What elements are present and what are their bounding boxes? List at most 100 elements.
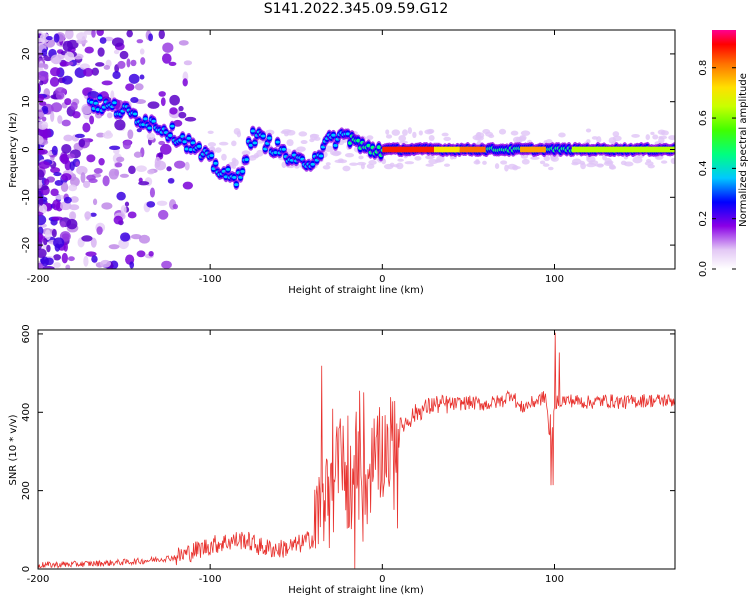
spectrogram-noise-blob (65, 264, 71, 269)
spectrogram-faint-blob (510, 130, 519, 136)
spectrogram-noise-blob (136, 250, 146, 258)
spectrogram-noise-blob (70, 196, 79, 203)
spectrogram-noise-blob (138, 234, 150, 244)
spectrogram-faint-blob (215, 147, 222, 153)
spectrogram-noise-blob (40, 256, 50, 267)
spectrogram-noise-blob (38, 94, 45, 103)
snr-series-line (38, 332, 675, 569)
spectrogram-faint-blob (402, 129, 408, 136)
spectrogram-noise-blob (88, 178, 98, 184)
spectrogram-noise-blob (112, 71, 121, 80)
spectrogram-faint-blob (253, 153, 259, 159)
spectrogram-faint-blob (585, 128, 592, 133)
spectrogram-faint-blob (586, 139, 591, 144)
spectrogram-band-inner (151, 119, 156, 123)
spectrogram-noise-blob (39, 197, 44, 206)
spectrogram-noise-blob (108, 244, 120, 250)
spectrogram-band-inner (190, 141, 196, 145)
spectrogram-noise-blob (50, 67, 61, 77)
spectrogram-faint-blob (443, 136, 452, 142)
spectrogram-faint-blob (313, 136, 321, 141)
colorbar-tick-label: 0.8 (698, 60, 709, 76)
spectrogram-faint-blob (494, 163, 500, 170)
spectrogram-noise-blob (84, 211, 92, 220)
spectrogram-faint-blob (286, 139, 294, 147)
spectrogram-noise-blob (63, 242, 68, 252)
spectrogram-band-inner (168, 134, 173, 137)
colorbar-tick-label: 0.0 (698, 261, 709, 277)
spectrogram-noise-blob (80, 172, 86, 183)
spectrogram-core-segment (459, 146, 486, 153)
spectrogram-x-tick-label: -100 (199, 274, 222, 285)
spectrogram-faint-blob (218, 141, 229, 146)
spectrogram-noise-blob (38, 211, 44, 216)
spectrogram-faint-blob (548, 166, 554, 171)
spectrogram-noise-blob (174, 160, 186, 169)
spectrogram-noise-blob (96, 30, 104, 37)
spectrogram-x-tick-label: 100 (545, 274, 564, 285)
spectrogram-noise-blob (54, 194, 66, 200)
figure-title: S141.2022.345.09.59.G12 (263, 1, 449, 17)
spectrogram-noise-blob (69, 161, 75, 171)
spectrogram-noise-blob (38, 214, 47, 226)
spectrogram-faint-blob (236, 130, 242, 138)
spectrogram-noise-blob (117, 60, 126, 69)
spectrogram-noise-blob (38, 148, 48, 155)
spectrogram-noise-blob (39, 80, 44, 86)
spectrogram-noise-blob (98, 158, 105, 166)
spectrogram-noise-blob (169, 94, 180, 106)
colorbar-tick-label: 0.2 (698, 211, 709, 227)
spectrogram-noise-blob (90, 212, 97, 217)
spectrogram-noise-blob (38, 120, 49, 130)
spectrogram-faint-blob (645, 134, 651, 141)
spectrogram-y-tick-label: 0 (21, 146, 32, 152)
spectrogram-noise-blob (120, 232, 131, 242)
spectrogram-faint-blob (298, 131, 308, 137)
spectrogram-noise-blob (130, 97, 139, 104)
spectrogram-noise-blob (160, 97, 166, 107)
spectrogram-faint-blob (395, 162, 404, 170)
spectrogram-noise-blob (96, 132, 106, 138)
spectrogram-band-inner (260, 134, 266, 138)
spectrogram-noise-blob (134, 83, 144, 91)
spectrogram-faint-blob (241, 150, 251, 156)
spectrogram-faint-blob (207, 130, 214, 134)
spectrogram-band-inner (225, 167, 231, 171)
spectrogram-noise-blob (64, 51, 75, 62)
spectrogram-faint-blob (356, 161, 367, 166)
spectrogram-core-segment (571, 146, 675, 153)
spectrogram-x-tick-label: -200 (27, 274, 50, 285)
spectrogram-noise-blob (43, 178, 50, 186)
spectrogram-noise-blob (61, 75, 73, 85)
spectrogram-noise-blob (53, 262, 61, 268)
spectrogram-noise-blob (69, 204, 80, 211)
spectrogram-noise-blob (97, 47, 105, 57)
spectrogram-noise-blob (81, 235, 93, 242)
spectrogram-band-inner (170, 124, 175, 128)
spectrogram-noise-blob (42, 127, 48, 139)
spectrogram-faint-blob (358, 155, 364, 160)
spectrogram-y-tick-label: 10 (21, 95, 32, 108)
spectrogram-band-inner (209, 154, 214, 157)
spectrogram-noise-blob (120, 204, 127, 215)
spectrogram-noise-blob (140, 57, 146, 65)
spectrogram-faint-blob (507, 163, 517, 170)
spectrogram-noise-blob (55, 91, 65, 100)
spectrogram-noise-blob (183, 60, 193, 66)
spectrogram-band-inner (196, 144, 202, 148)
spectrogram-noise-blob (38, 169, 45, 181)
colorbar-ticks: 0.0 0.2 0.4 0.6 0.8 (698, 60, 736, 277)
spectrogram-noise-blob (92, 198, 98, 206)
spectrogram-noise-blob (106, 112, 113, 119)
spectrogram-core-segment (382, 146, 434, 153)
spectrogram-band-inner (366, 143, 371, 148)
spectrogram-noise-blob (148, 250, 154, 257)
spectrogram-noise-blob (111, 37, 124, 47)
spectrogram-noise-blob (64, 98, 72, 106)
spectrogram-faint-blob (428, 135, 435, 142)
spectrogram-faint-blob (612, 131, 620, 137)
spectrogram-faint-blob (391, 129, 400, 136)
spectrogram-noise-blob (54, 180, 63, 186)
spectrogram-faint-blob (539, 160, 546, 165)
